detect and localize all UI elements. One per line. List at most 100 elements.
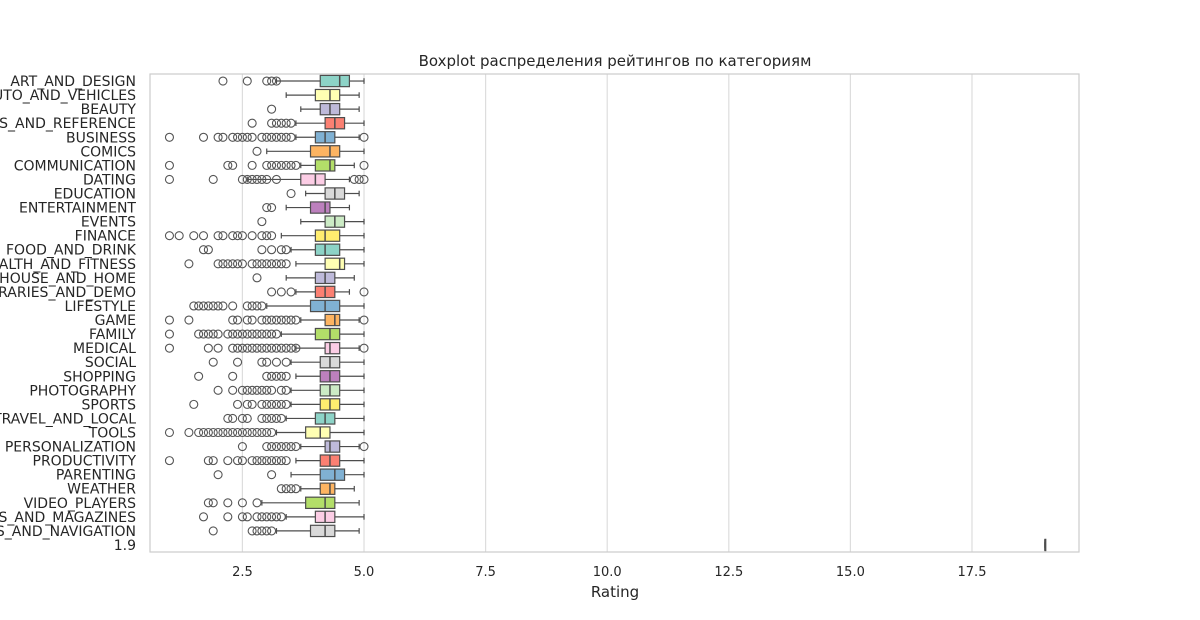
box-group xyxy=(198,243,365,256)
outlier-point xyxy=(286,343,296,353)
outlier-point xyxy=(252,146,262,156)
outlier-point xyxy=(267,442,277,452)
outlier-point xyxy=(257,512,267,522)
iqr-box xyxy=(324,313,341,327)
outlier-point xyxy=(267,329,277,339)
outlier-point xyxy=(252,259,262,269)
outlier-point xyxy=(267,512,277,522)
outlier-point xyxy=(174,231,184,241)
box-group xyxy=(164,131,369,144)
outlier-point xyxy=(252,174,262,184)
outlier-point xyxy=(276,399,286,409)
outlier-point xyxy=(267,287,277,297)
box-group xyxy=(286,187,360,200)
category-label: BOOKS_AND_REFERENCE xyxy=(0,116,136,132)
outlier-point xyxy=(262,371,272,381)
outlier-point xyxy=(218,132,228,142)
boxes xyxy=(164,74,1047,552)
outlier-point xyxy=(213,343,223,353)
box-group xyxy=(247,116,365,130)
outlier-point xyxy=(267,526,277,536)
iqr-box xyxy=(314,159,336,172)
category-label: TRAVEL_AND_LOCAL xyxy=(0,411,136,427)
outlier-point xyxy=(276,343,286,353)
iqr-box xyxy=(324,440,341,453)
box-group xyxy=(164,454,365,467)
outlier-point xyxy=(198,132,209,142)
outlier-point xyxy=(247,329,257,339)
outlier-point xyxy=(262,413,272,423)
outlier-point xyxy=(257,357,267,367)
outlier-point xyxy=(281,371,291,381)
outlier-point xyxy=(262,343,272,353)
outlier-point xyxy=(276,371,286,381)
outlier-point xyxy=(267,399,277,409)
outlier-point xyxy=(286,484,296,494)
outlier-point xyxy=(267,203,277,213)
outlier-point xyxy=(276,385,286,395)
outlier-point xyxy=(247,427,257,438)
outlier-point xyxy=(276,413,286,423)
iqr-box xyxy=(314,88,341,102)
outlier-point xyxy=(257,399,267,409)
outlier-point xyxy=(349,174,359,184)
outlier-point xyxy=(198,301,209,311)
outlier-point xyxy=(242,315,252,325)
box-group xyxy=(208,355,365,369)
chart-title: Boxplot распределения рейтингов по катег… xyxy=(419,52,812,70)
outlier-point xyxy=(257,427,267,438)
x-tick-label: 15.0 xyxy=(836,565,865,580)
category-label: PHOTOGRAPHY xyxy=(29,383,136,399)
outlier-point xyxy=(257,132,267,142)
outlier-point xyxy=(281,315,291,325)
category-label: ENTERTAINMENT xyxy=(19,201,136,217)
category-label: FINANCE xyxy=(75,229,136,245)
outlier-point xyxy=(271,329,282,339)
outlier-point xyxy=(276,456,286,466)
outlier-point xyxy=(218,427,228,438)
x-tick-label: 17.5 xyxy=(958,565,987,580)
outlier-point xyxy=(208,301,218,311)
outlier-point xyxy=(276,160,286,170)
outlier-point xyxy=(218,76,228,86)
outlier-point xyxy=(267,132,277,142)
outlier-point xyxy=(247,526,257,536)
iqr-box xyxy=(309,524,336,538)
box-group xyxy=(252,145,365,158)
outlier-point xyxy=(267,456,277,466)
outlier-point xyxy=(247,174,257,184)
outlier-point xyxy=(223,413,233,423)
category-label: WEATHER xyxy=(67,482,136,498)
outlier-point xyxy=(252,343,262,353)
outlier-point xyxy=(194,371,204,381)
outlier-point xyxy=(242,427,252,438)
outlier-point xyxy=(237,456,247,466)
outlier-point xyxy=(237,498,247,508)
outlier-point xyxy=(237,259,247,269)
outlier-point xyxy=(271,413,282,423)
outlier-point xyxy=(291,343,301,353)
outlier-point xyxy=(267,160,277,170)
outlier-point xyxy=(232,399,243,409)
outlier-point xyxy=(257,217,267,227)
outlier-point xyxy=(276,245,286,255)
iqr-box xyxy=(300,173,326,186)
box-group xyxy=(213,384,365,397)
iqr-box xyxy=(314,243,341,256)
outlier-point xyxy=(208,357,218,367)
iqr-box xyxy=(314,229,341,242)
outlier-point xyxy=(228,329,238,339)
outlier-point xyxy=(208,329,218,339)
box-group xyxy=(267,102,360,116)
outlier-point xyxy=(262,399,272,409)
outlier-point xyxy=(218,301,228,311)
outlier-point xyxy=(208,427,218,438)
outlier-point xyxy=(228,427,238,438)
outlier-point xyxy=(203,245,213,255)
outlier-point xyxy=(208,456,218,466)
outlier-point xyxy=(271,174,282,184)
category-label: FOOD_AND_DRINK xyxy=(6,243,137,259)
box-group xyxy=(164,426,365,439)
outlier-point xyxy=(286,160,296,170)
